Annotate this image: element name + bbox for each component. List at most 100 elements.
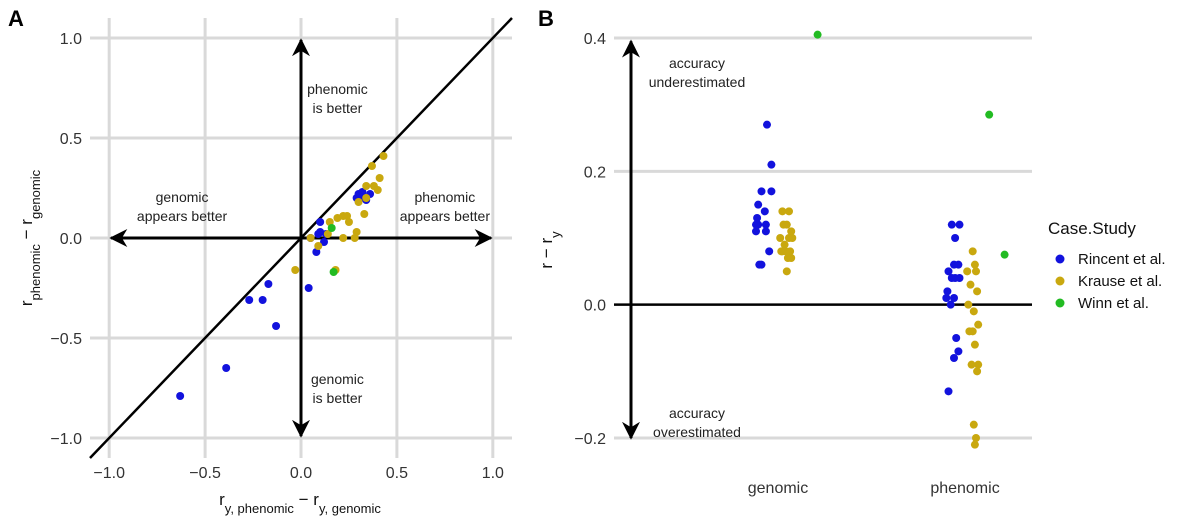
panel-b-x-tick-label: genomic [748, 480, 808, 497]
legend-label: Rincent et al. [1078, 251, 1166, 268]
panel-b-gridlines [614, 36, 1032, 440]
panel-b: B accuracy underestimated accuracy overesti… [537, 6, 1166, 497]
panel-b-point [780, 240, 789, 249]
legend-swatch [1055, 254, 1065, 264]
panel-b-point [966, 280, 975, 289]
panel-b-tick-labels: −0.2 0.0 0.2 0.4 genomic phenomic [574, 31, 999, 497]
panel-b-point [969, 307, 978, 316]
panel-b-point [760, 207, 769, 216]
panel-b-point [944, 387, 953, 396]
panel-a-annotation-1: genomic is better [311, 371, 364, 406]
panel-a-point [375, 174, 384, 182]
panel-b-point [950, 354, 958, 362]
legend-label: Winn et al. [1078, 295, 1149, 312]
panel-a-point [258, 296, 267, 304]
panel-a-point [379, 152, 388, 160]
panel-b-point [970, 260, 979, 269]
panel-b-axes [614, 39, 1032, 440]
legend-swatch [1055, 298, 1065, 308]
panel-b-point [1000, 250, 1009, 259]
panel-a-annotation-3: phenomic appears better [400, 189, 491, 224]
panel-b-point [967, 360, 976, 369]
panel-b-point [973, 287, 982, 296]
panel-b-annotations: accuracy underestimated accuracy overestima… [649, 55, 746, 440]
panel-a-x-tick-label: 1.0 [482, 465, 504, 482]
panel-a-y-tick-label: −0.5 [50, 331, 82, 348]
panel-a-point [327, 224, 336, 232]
panel-a-point [344, 218, 353, 226]
panel-b-letter: B [538, 6, 554, 31]
panel-b-point [813, 30, 822, 39]
panel-a-y-tick-label: −1.0 [50, 431, 82, 448]
panel-a-point [312, 248, 321, 256]
panel-a-annotation-2: genomic appears better [137, 189, 228, 224]
panel-a-point [339, 234, 348, 242]
panel-b-point [954, 347, 963, 356]
panel-a-point [176, 392, 185, 400]
panel-b-point [969, 420, 978, 429]
panel-b-annotation-0: accuracy underestimated [649, 55, 746, 90]
panel-b-point [767, 187, 776, 196]
panel-b-point [946, 300, 955, 309]
panel-b-y-tick-label: −0.2 [574, 431, 606, 448]
panel-b-point [757, 260, 766, 269]
panel-b-point [785, 207, 793, 216]
panel-b-point [753, 214, 762, 222]
panel-a-tick-labels: −1.0 −0.5 0.0 0.5 1.0 −1.0 −0.5 0.0 0.5 1.0 [50, 31, 504, 482]
panel-b-point [968, 327, 977, 336]
panel-b-point [950, 260, 958, 269]
panel-a-point [350, 234, 359, 242]
panel-a-point [362, 194, 371, 202]
panel-b-point [968, 247, 977, 256]
panel-b-point [964, 300, 973, 309]
panel-b-point [950, 294, 958, 302]
panel-a-x-tick-label: 0.0 [290, 465, 312, 482]
panel-b-point [963, 267, 972, 276]
panel-a-x-axis-label: ry, phenomic − ry, genomic [219, 490, 381, 516]
panel-b-point [955, 274, 964, 282]
legend: Case.Study Rincent et al. Krause et al. Win… [1048, 219, 1166, 312]
panel-b-point [782, 220, 791, 229]
panel-b-point [947, 220, 956, 229]
panel-a-point [362, 182, 371, 190]
panel-b-point [985, 110, 994, 119]
panel-b-point [761, 220, 770, 229]
panel-b-y-tick-label: 0.4 [584, 31, 606, 48]
panel-a-point [316, 218, 325, 226]
panel-a-point [291, 266, 300, 274]
panel-a-point [373, 186, 382, 194]
panel-a-point [323, 230, 332, 238]
panel-b-point [974, 360, 983, 369]
panel-b-point [778, 207, 787, 216]
panel-b-point [787, 227, 796, 236]
panel-b-point [778, 247, 787, 256]
panel-a-x-tick-label: 0.5 [386, 465, 408, 482]
panel-b-point [786, 247, 795, 256]
panel-a-point [354, 198, 363, 206]
panel-b-point [952, 334, 961, 342]
panel-a-point [367, 162, 376, 170]
panel-a-point [358, 188, 367, 196]
panel-b-x-tick-label: phenomic [930, 480, 999, 497]
panel-b-y-axis-label: r − ry [537, 231, 563, 269]
panel-b-point [944, 267, 953, 276]
panel-a-y-tick-label: 0.0 [60, 231, 82, 248]
panel-b-annotation-1: accuracy overestimated [653, 405, 741, 440]
panel-a-annotation-0: phenomic is better [307, 81, 368, 116]
panel-a-point [360, 210, 369, 218]
panel-a: A phenomic is better genomic is better genom… [8, 6, 513, 516]
panel-b-point [757, 187, 766, 196]
legend-swatch [1055, 276, 1065, 286]
legend-title: Case.Study [1048, 219, 1136, 238]
panel-a-y-tick-label: 0.5 [60, 131, 82, 148]
panel-b-point [787, 254, 796, 262]
panel-b-point [752, 220, 760, 229]
panel-a-point [325, 218, 334, 226]
panel-b-point [761, 227, 770, 236]
panel-b-y-tick-label: 0.2 [584, 164, 606, 181]
panel-b-point [765, 247, 774, 256]
panel-b-point [943, 287, 952, 296]
panel-a-points [176, 152, 388, 400]
panel-b-point [951, 234, 960, 242]
